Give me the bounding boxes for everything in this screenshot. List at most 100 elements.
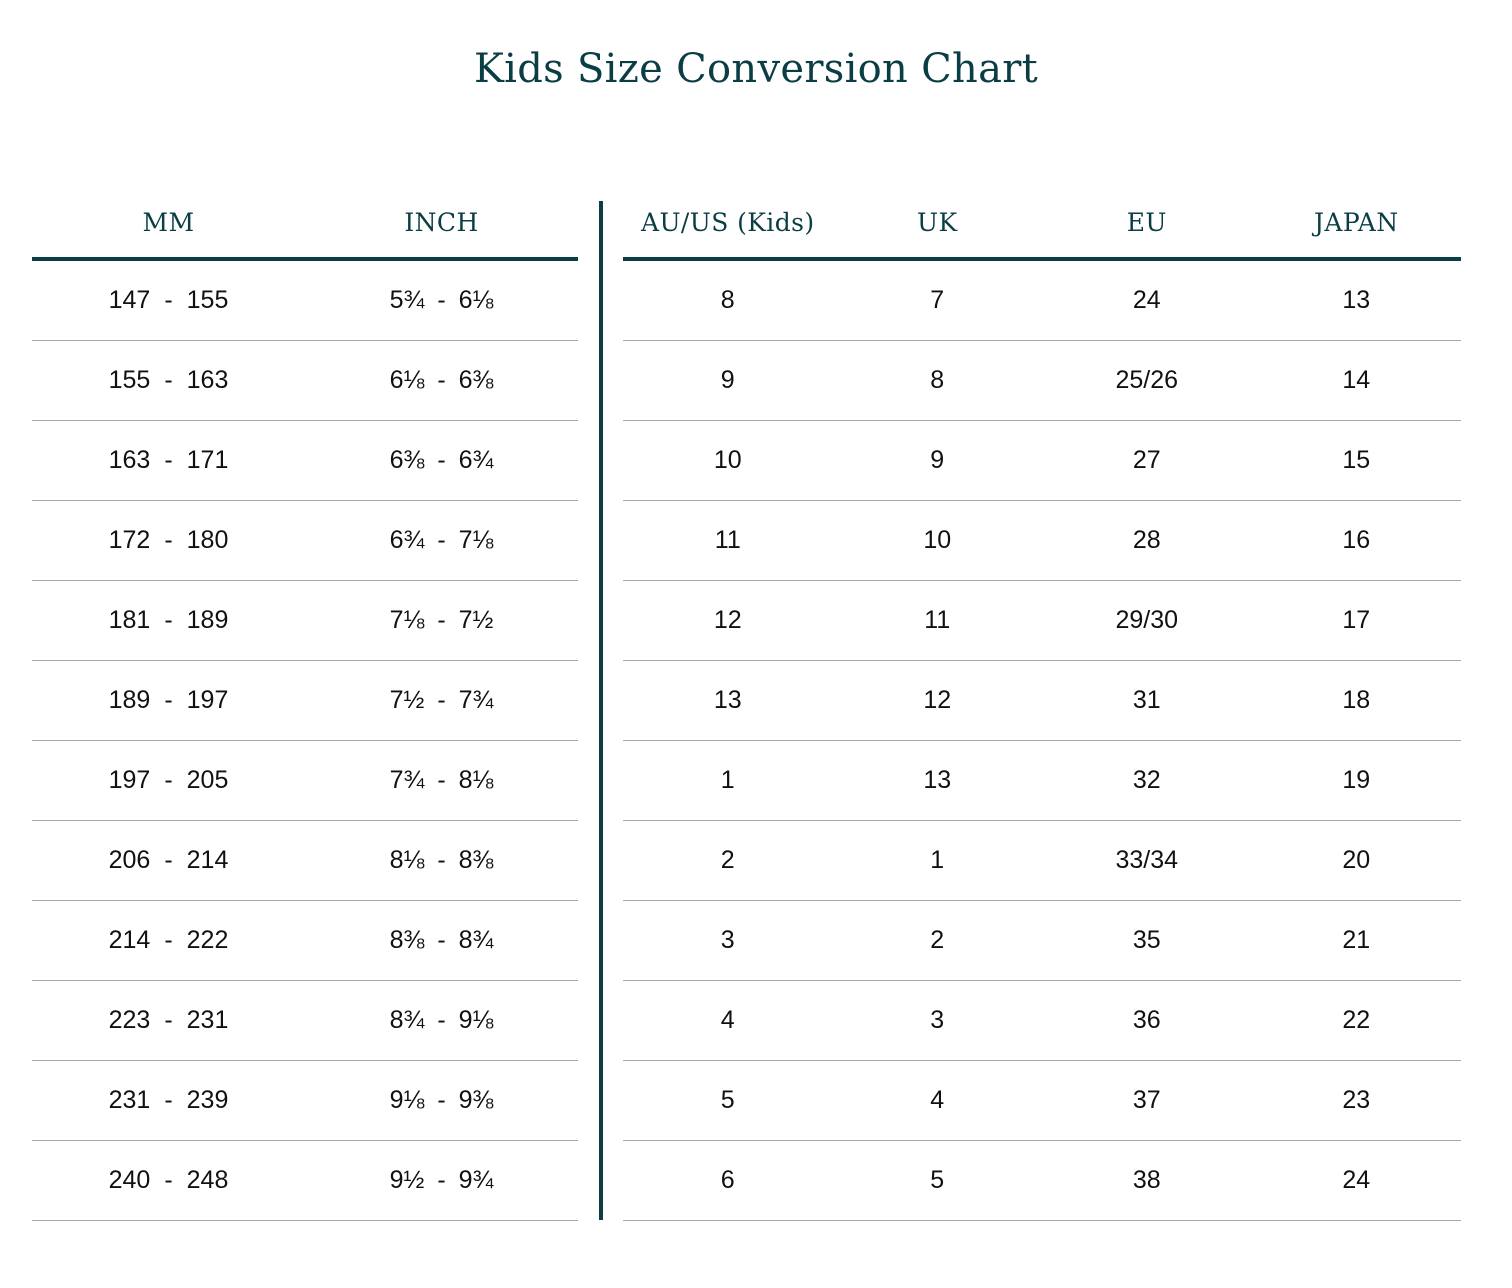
au-us-kids-cell: 4: [720, 1006, 735, 1034]
inch-from: 8¾: [389, 1006, 425, 1034]
range-separator: -: [437, 606, 446, 634]
table-divider: [599, 201, 603, 1220]
table-row: 231-239 9⅛ -9⅜: [32, 1061, 578, 1141]
inch-from: 5¾: [389, 286, 425, 314]
au-us-kids-cell: 1: [720, 766, 735, 794]
range-separator: -: [164, 446, 173, 474]
uk-cell: 9: [930, 446, 945, 474]
range-separator: -: [437, 766, 446, 794]
au-us-kids-cell: 9: [720, 366, 735, 394]
uk-cell: 2: [930, 926, 945, 954]
eu-cell: 32: [1132, 766, 1161, 794]
measurement-table-body: 147-155 5¾ -6⅛ 155-163 6⅛ -6⅜ 163-171 6⅜ -6¾ 172-…: [32, 261, 578, 1221]
inch-from: 8⅜: [389, 926, 425, 954]
inch-to: 8¾: [458, 926, 494, 954]
mm-range-cell: 223-231: [32, 981, 305, 1060]
mm-range-cell: 147-155: [32, 261, 305, 340]
eu-cell: 25/26: [1115, 366, 1179, 394]
mm-to: 163: [186, 366, 229, 394]
mm-to: 189: [186, 606, 229, 634]
table-row: 9 8 25/26 14: [623, 341, 1461, 421]
mm-from: 172: [108, 526, 151, 554]
range-separator: -: [437, 1006, 446, 1034]
measurement-table: MM INCH 147-155 5¾ -6⅛ 155-163 6⅛ -6⅜ 163-171 6…: [32, 188, 578, 1221]
mm-range-cell: 181-189: [32, 581, 305, 660]
table-row: 172-180 6¾ -7⅛: [32, 501, 578, 581]
mm-range-cell: 197-205: [32, 741, 305, 820]
range-separator: -: [437, 366, 446, 394]
mm-to: 171: [186, 446, 229, 474]
table-row: 181-189 7⅛ -7½: [32, 581, 578, 661]
table-row: 163-171 6⅜ -6¾: [32, 421, 578, 501]
mm-from: 223: [108, 1006, 151, 1034]
table-row: 4 3 36 22: [623, 981, 1461, 1061]
inch-to: 6¾: [458, 446, 494, 474]
range-separator: -: [437, 686, 446, 714]
inch-range-cell: 8⅛ -8⅜: [305, 821, 578, 900]
mm-to: 197: [186, 686, 229, 714]
inch-range-cell: 8⅜ -8¾: [305, 901, 578, 980]
inch-to: 6⅛: [458, 286, 494, 314]
mm-range-cell: 214-222: [32, 901, 305, 980]
mm-from: 197: [108, 766, 151, 794]
table-row: 214-222 8⅜ -8¾: [32, 901, 578, 981]
mm-range-cell: 163-171: [32, 421, 305, 500]
range-separator: -: [164, 926, 173, 954]
japan-cell: 16: [1342, 526, 1371, 554]
inch-range-cell: 5¾ -6⅛: [305, 261, 578, 340]
inch-range-cell: 6¾ -7⅛: [305, 501, 578, 580]
mm-to: 222: [186, 926, 229, 954]
uk-cell: 1: [930, 846, 945, 874]
mm-to: 231: [186, 1006, 229, 1034]
size-table: AU/US (Kids) UK EU JAPAN 8 7 24 13 9 8 25/26 14…: [623, 188, 1461, 1221]
uk-cell: 10: [923, 526, 952, 554]
mm-from: 147: [108, 286, 151, 314]
header-au-us-kids: AU/US (Kids): [640, 208, 815, 237]
header-uk: UK: [916, 208, 958, 237]
japan-cell: 13: [1342, 286, 1371, 314]
inch-from: 7¾: [389, 766, 425, 794]
uk-cell: 5: [930, 1166, 945, 1194]
range-separator: -: [164, 286, 173, 314]
inch-from: 7⅛: [389, 606, 425, 634]
japan-cell: 22: [1342, 1006, 1371, 1034]
inch-from: 6⅛: [389, 366, 425, 394]
uk-cell: 12: [923, 686, 952, 714]
uk-cell: 11: [924, 606, 951, 634]
mm-from: 163: [108, 446, 151, 474]
inch-range-cell: 6⅛ -6⅜: [305, 341, 578, 420]
inch-to: 7½: [458, 606, 494, 634]
range-separator: -: [437, 286, 446, 314]
au-us-kids-cell: 10: [713, 446, 742, 474]
eu-cell: 33/34: [1115, 846, 1179, 874]
mm-to: 180: [186, 526, 229, 554]
range-separator: -: [164, 526, 173, 554]
inch-from: 7½: [389, 686, 425, 714]
mm-range-cell: 189-197: [32, 661, 305, 740]
eu-cell: 29/30: [1115, 606, 1179, 634]
table-row: 197-205 7¾ -8⅛: [32, 741, 578, 821]
inch-range-cell: 8¾ -9⅛: [305, 981, 578, 1060]
table-row: 189-197 7½ -7¾: [32, 661, 578, 741]
japan-cell: 17: [1342, 606, 1371, 634]
mm-to: 239: [186, 1086, 229, 1114]
range-separator: -: [437, 1166, 446, 1194]
au-us-kids-cell: 2: [720, 846, 735, 874]
inch-from: 6¾: [389, 526, 425, 554]
uk-cell: 13: [923, 766, 952, 794]
eu-cell: 27: [1132, 446, 1161, 474]
range-separator: -: [164, 1166, 173, 1194]
range-separator: -: [164, 1006, 173, 1034]
eu-cell: 31: [1132, 686, 1161, 714]
inch-to: 8⅜: [458, 846, 494, 874]
au-us-kids-cell: 3: [720, 926, 735, 954]
eu-cell: 38: [1132, 1166, 1161, 1194]
range-separator: -: [437, 926, 446, 954]
japan-cell: 14: [1342, 366, 1371, 394]
mm-to: 214: [186, 846, 229, 874]
inch-to: 7¾: [458, 686, 494, 714]
table-row: 12 11 29/30 17: [623, 581, 1461, 661]
eu-cell: 36: [1132, 1006, 1161, 1034]
eu-cell: 28: [1132, 526, 1161, 554]
mm-range-cell: 155-163: [32, 341, 305, 420]
